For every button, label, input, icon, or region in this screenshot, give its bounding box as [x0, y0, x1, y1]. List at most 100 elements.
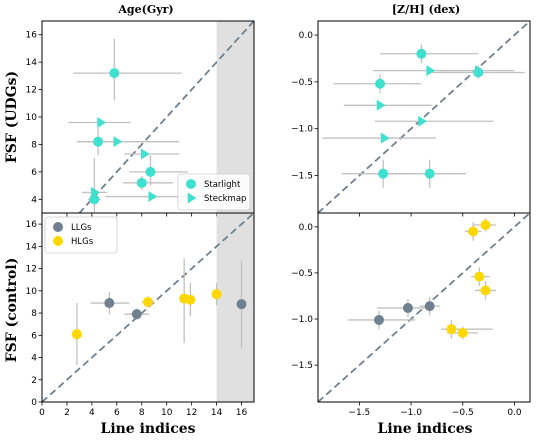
legend: LLGs HLGs: [44, 216, 118, 254]
y-tick-label: −1.5: [291, 172, 313, 182]
panel-control-age: 0 2 4 6 8 10 12 14 16 0 2 4 6 8 10 12 14 16 LLGs HLGs: [26, 212, 255, 418]
data-point-starlight[interactable]: [375, 78, 386, 89]
data-point-steckmap[interactable]: [380, 132, 390, 144]
legend-marker[interactable]: [53, 236, 63, 246]
title-age: Age(Gyr): [117, 3, 173, 16]
y-tick-label: 0.0: [299, 31, 314, 41]
data-point-hlgs[interactable]: [211, 289, 222, 300]
data-point-starlight[interactable]: [109, 68, 120, 79]
data-point-starlight[interactable]: [145, 166, 156, 177]
data-point-starlight[interactable]: [93, 136, 104, 147]
data-point-hlgs[interactable]: [468, 226, 479, 237]
data-point-steckmap[interactable]: [91, 186, 100, 198]
data-point-llgs[interactable]: [374, 314, 385, 325]
panel-udg-age: 4 6 8 10 12 14 16 Starlight Steckmap: [26, 20, 255, 217]
one-to-one-line: [318, 213, 530, 402]
x-tick-label: −0.5: [452, 408, 474, 418]
data-point-hlgs[interactable]: [480, 285, 491, 296]
axes-frame: [41, 212, 255, 403]
x-tick-label: 0.0: [507, 408, 522, 418]
data-point-steckmap[interactable]: [418, 115, 427, 127]
y-tick-label: −0.5: [291, 78, 313, 88]
data-point-steckmap[interactable]: [97, 116, 107, 128]
plot-area: 4 6 8 10 12 14 16 Starlight Steckmap −1.5 −1.0 −0.5…: [26, 20, 531, 418]
y-tick-label: 10: [26, 113, 38, 123]
panel-udg-metal: −1.5 −1.0 −0.5 0.0: [291, 20, 531, 217]
data-point-starlight[interactable]: [136, 177, 147, 188]
data-point-starlight[interactable]: [416, 48, 427, 59]
legend-box: [177, 173, 251, 211]
legend-marker[interactable]: [186, 179, 196, 189]
y-tick-label: 16: [26, 220, 38, 230]
x-tick-label: 14: [211, 408, 223, 418]
legend-label: HLGs: [71, 237, 94, 247]
plot-inner: [318, 213, 530, 402]
x-tick-label: 0: [39, 408, 45, 418]
y-tick-label: −1.0: [291, 125, 313, 135]
plot-inner: [42, 213, 254, 402]
data-point-starlight[interactable]: [378, 168, 389, 179]
y-tick-label: 10: [26, 287, 38, 297]
y-tick-label: −1.0: [291, 315, 313, 325]
x-tick-label: 2: [64, 408, 70, 418]
legend-marker[interactable]: [187, 192, 197, 204]
data-point-hlgs[interactable]: [143, 296, 153, 307]
y-tick-label: 12: [26, 265, 37, 275]
plot-inner: [318, 21, 530, 213]
y-tick-label: 2: [31, 376, 37, 386]
data-point-llgs[interactable]: [402, 302, 413, 313]
y-tick-label: −1.5: [291, 361, 313, 371]
legend-box: [44, 216, 118, 254]
x-tick-label: 6: [114, 408, 120, 418]
data-point-steckmap[interactable]: [474, 65, 484, 77]
y-tick-label: 6: [31, 331, 37, 341]
data-point-llgs[interactable]: [424, 301, 435, 312]
data-point-hlgs[interactable]: [185, 294, 196, 305]
y-tick-label: 6: [31, 168, 37, 178]
ylabel-udgs: FSF (UDGs): [4, 71, 20, 163]
y-tick-label: 12: [26, 86, 37, 96]
one-to-one-line: [78, 21, 254, 213]
y-tick-label: 0: [31, 398, 37, 408]
data-point-hlgs[interactable]: [480, 219, 491, 230]
y-tick-label: 14: [26, 58, 38, 68]
data-point-hlgs[interactable]: [71, 329, 82, 340]
legend-label: Steckmap: [204, 194, 246, 204]
y-tick-label: 8: [31, 140, 37, 150]
y-tick-label: 8: [31, 309, 37, 319]
data-point-starlight[interactable]: [424, 168, 435, 179]
y-tick-label: −0.5: [291, 269, 313, 279]
data-point-llgs[interactable]: [131, 309, 142, 320]
data-point-hlgs[interactable]: [474, 271, 485, 282]
x-tick-label: −1.0: [400, 408, 422, 418]
data-point-steckmap[interactable]: [148, 191, 158, 203]
y-tick-label: 16: [26, 31, 38, 41]
x-tick-label: 12: [186, 408, 197, 418]
axes-frame: [317, 212, 531, 403]
data-point-hlgs[interactable]: [457, 327, 468, 338]
y-tick-label: 4: [31, 195, 37, 205]
x-tick-label: 4: [89, 408, 95, 418]
legend-label: Starlight: [204, 180, 241, 190]
shaded-region: [216, 213, 254, 402]
data-point-steckmap[interactable]: [376, 99, 386, 111]
data-point-hlgs[interactable]: [446, 324, 457, 335]
ylabel-control: FSF (control): [4, 258, 20, 363]
legend: Starlight Steckmap: [177, 173, 251, 211]
data-point-llgs[interactable]: [236, 299, 247, 310]
panel-control-metal: −1.5 −1.0 −0.5 0.0 −1.5 −1.0 −0.5 0.0: [291, 212, 531, 418]
legend-marker[interactable]: [53, 222, 63, 232]
xlabel-left: Line indices: [100, 421, 195, 437]
y-tick-label: 0.0: [299, 223, 314, 233]
xlabel-right: Line indices: [377, 421, 472, 437]
y-tick-label: 4: [31, 354, 37, 364]
data-point-steckmap[interactable]: [426, 65, 436, 77]
data-point-llgs[interactable]: [104, 298, 115, 309]
title-metallicity: [Z/H] (dex): [392, 3, 460, 16]
legend-label: LLGs: [71, 223, 92, 233]
data-point-steckmap[interactable]: [140, 148, 150, 160]
x-tick-label: 16: [236, 408, 248, 418]
x-tick-label: 8: [139, 408, 145, 418]
data-point-steckmap[interactable]: [113, 136, 123, 148]
